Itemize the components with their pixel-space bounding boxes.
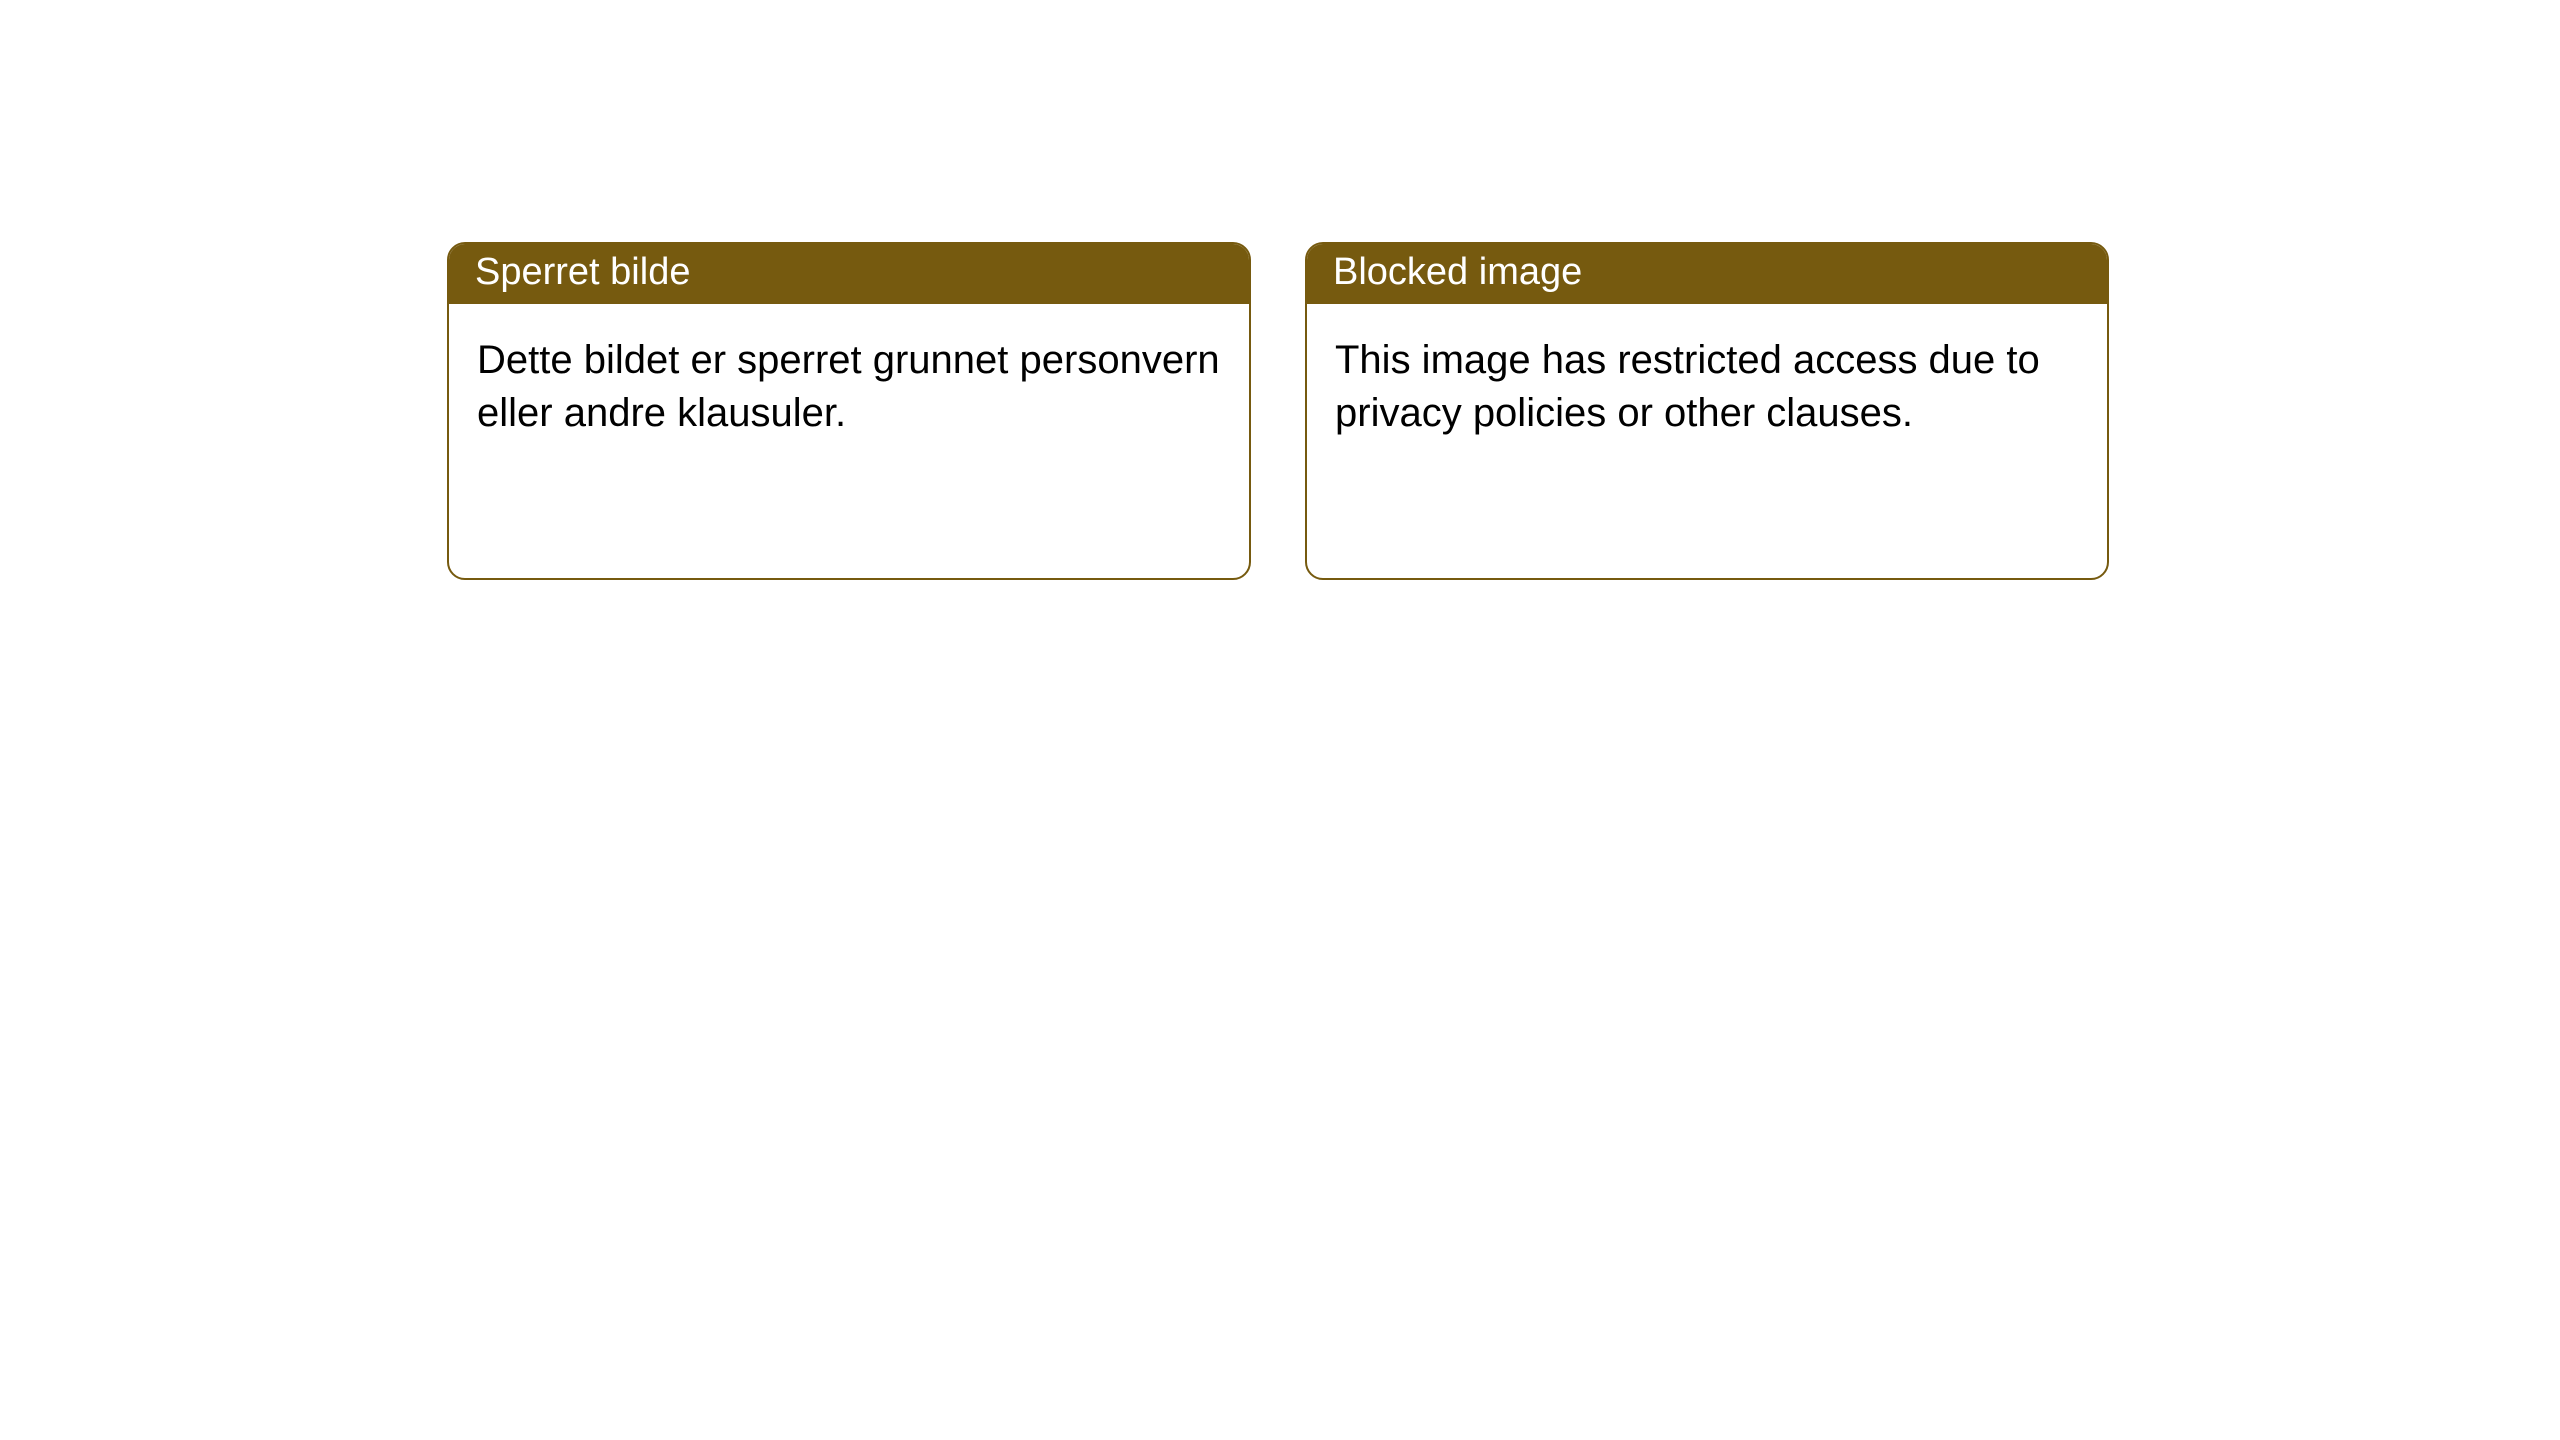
card-header-norwegian: Sperret bilde	[449, 244, 1249, 304]
notice-container: Sperret bilde Dette bildet er sperret gr…	[0, 0, 2560, 580]
blocked-image-card-norwegian: Sperret bilde Dette bildet er sperret gr…	[447, 242, 1251, 580]
card-body-english: This image has restricted access due to …	[1307, 304, 2107, 578]
card-header-english: Blocked image	[1307, 244, 2107, 304]
card-body-norwegian: Dette bildet er sperret grunnet personve…	[449, 304, 1249, 578]
blocked-image-card-english: Blocked image This image has restricted …	[1305, 242, 2109, 580]
